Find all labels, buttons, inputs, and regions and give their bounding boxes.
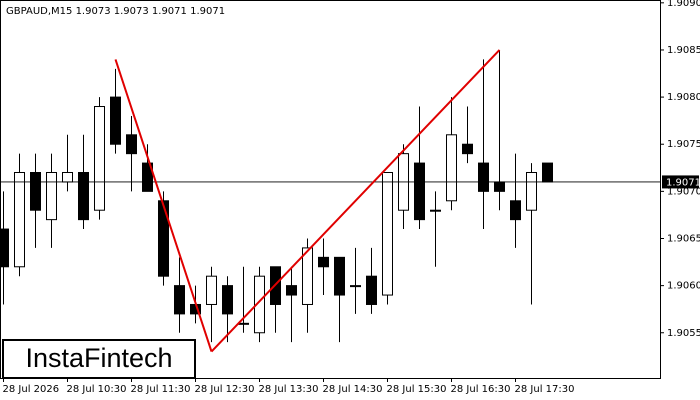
candle-body bbox=[414, 162, 425, 221]
candle-body bbox=[510, 200, 521, 221]
x-tick-label: 28 Jul 2026 bbox=[3, 384, 60, 395]
candle-body bbox=[110, 96, 121, 145]
y-tick-label: 1.9090 bbox=[667, 0, 700, 9]
candle-body bbox=[350, 285, 361, 288]
x-tick-label: 28 Jul 16:30 bbox=[451, 384, 511, 395]
candle-body bbox=[366, 275, 377, 305]
y-tick-label: 1.9060 bbox=[667, 281, 700, 292]
candle-body bbox=[286, 285, 297, 296]
candle-body bbox=[30, 172, 41, 211]
logo-box bbox=[2, 339, 196, 379]
y-tick-label: 1.9070 bbox=[667, 186, 700, 197]
x-tick-label: 28 Jul 14:30 bbox=[323, 384, 383, 395]
candle-body bbox=[462, 143, 473, 155]
candle-body bbox=[206, 275, 217, 305]
x-tick-label: 28 Jul 13:30 bbox=[259, 384, 319, 395]
x-tick-label: 28 Jul 17:30 bbox=[515, 384, 575, 395]
candle-body bbox=[382, 172, 393, 296]
x-tick-label: 28 Jul 11:30 bbox=[131, 384, 191, 395]
x-tick-label: 28 Jul 12:30 bbox=[195, 384, 255, 395]
candle-body bbox=[174, 285, 185, 315]
logo: InstaFintech bbox=[25, 343, 172, 373]
pattern-line bbox=[114, 59, 213, 352]
y-tick-label: 1.9085 bbox=[667, 45, 700, 56]
candle-body bbox=[318, 256, 329, 268]
candle-body bbox=[446, 134, 457, 202]
current-price-label: 1.9071 bbox=[666, 177, 700, 188]
current-price-box bbox=[662, 175, 699, 189]
candle-body bbox=[78, 172, 89, 221]
candle-body bbox=[46, 172, 57, 221]
candle-body bbox=[94, 106, 105, 211]
candle-body bbox=[526, 172, 537, 211]
y-tick-label: 1.9055 bbox=[667, 328, 700, 339]
candle-body bbox=[238, 322, 249, 325]
candle-body bbox=[542, 162, 553, 183]
chart-header: GBPAUD,M15 1.9073 1.9073 1.9071 1.9071 bbox=[6, 6, 225, 17]
candle-body bbox=[126, 134, 137, 155]
candle-body bbox=[430, 209, 441, 212]
candle-body bbox=[0, 228, 9, 268]
candle-body bbox=[62, 172, 73, 183]
plot-frame bbox=[0, 0, 661, 379]
candle-body bbox=[478, 162, 489, 192]
y-tick-label: 1.9080 bbox=[667, 92, 700, 103]
candle-body bbox=[14, 172, 25, 268]
pattern-line bbox=[210, 49, 501, 353]
x-tick-label: 28 Jul 10:30 bbox=[67, 384, 127, 395]
candle-body bbox=[158, 200, 169, 277]
candle-body bbox=[222, 285, 233, 315]
candle-body bbox=[334, 256, 345, 296]
y-tick-label: 1.9075 bbox=[667, 139, 700, 150]
y-tick-label: 1.9065 bbox=[667, 233, 700, 244]
candle-body bbox=[494, 181, 505, 192]
candle-body bbox=[302, 247, 313, 305]
candle-body bbox=[142, 162, 153, 192]
candle-body bbox=[254, 275, 265, 334]
x-tick-label: 28 Jul 15:30 bbox=[387, 384, 447, 395]
